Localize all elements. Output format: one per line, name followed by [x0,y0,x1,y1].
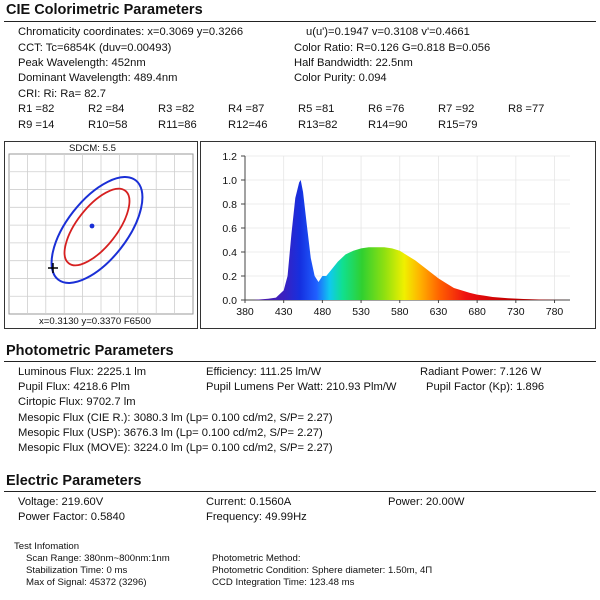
test-info-title: Test Infomation [14,541,80,552]
photometric-title-rule [4,361,596,362]
half-bandwidth: Half Bandwidth: 22.5nm [294,57,413,69]
inner-tolerance-ellipse [63,187,131,267]
r-value: R1 =82 [18,103,55,115]
spectrum-y-tick: 0.0 [222,295,237,307]
measured-point [89,223,95,229]
r-value: R6 =76 [368,103,405,115]
spectrum-x-tick: 530 [352,306,370,318]
spectrum-x-tick: 480 [314,306,332,318]
stabilization-time: Stabilization Time: 0 ms [26,565,128,576]
electric-section-title: Electric Parameters [6,473,142,489]
radiant-power: Radiant Power: 7.126 W [420,366,542,378]
cie-section-title: CIE Colorimetric Parameters [6,2,203,18]
chromaticity-footer: x=0.3130 y=0.3370 F6500 [39,316,152,327]
spectrum-x-tick: 580 [391,306,409,318]
r-value: R5 =81 [298,103,335,115]
spectrum-y-tick: 0.6 [222,223,237,235]
luminous-flux: Luminous Flux: 2225.1 lm [18,366,147,378]
photometric-method: Photometric Method: [212,553,301,564]
spectrum-x-tick: 780 [546,306,564,318]
mesopic-flux-move: Mesopic Flux (MOVE): 3224.0 lm (Lp= 0.10… [18,442,333,454]
dominant-wavelength: Dominant Wavelength: 489.4nm [18,72,178,84]
spectrum-y-tick: 1.0 [222,175,237,187]
r-value: R9 =14 [18,119,55,131]
pupil-lumens-per-watt: Pupil Lumens Per Watt: 210.93 Plm/W [206,381,397,393]
r-value: R13=82 [298,119,338,131]
spectrum-x-tick: 730 [507,306,525,318]
current: Current: 0.1560A [206,496,292,508]
spectrum-y-tick: 0.8 [222,199,237,211]
max-signal: Max of Signal: 45372 (3296) [26,577,147,588]
r-value: R3 =82 [158,103,195,115]
ccd-integration-time: CCD Integration Time: 123.48 ms [212,577,355,588]
cct-value: CCT: Tc=6854K (duv=0.00493) [18,42,172,54]
cie-title-rule [4,21,596,22]
cri-value: CRI: Ri: Ra= 82.7 [18,88,106,100]
pupil-flux: Pupil Flux: 4218.6 Plm [18,381,130,393]
color-purity: Color Purity: 0.094 [294,72,387,84]
power: Power: 20.00W [388,496,465,508]
chromaticity-coordinates: Chromaticity coordinates: x=0.3069 y=0.3… [18,26,244,38]
spectrum-chart: 0.0 0.2 0.4 0.6 0.8 1.0 1.2 380 430 480 530 580 630… [222,151,570,318]
r-value: R14=90 [368,119,408,131]
photometric-section-title: Photometric Parameters [6,343,174,359]
r-value: R11=86 [158,119,197,131]
r-value: R2 =84 [88,103,125,115]
efficiency: Efficiency: 111.25 lm/W [206,366,322,378]
frequency: Frequency: 49.99Hz [206,511,307,523]
mesopic-flux-cie: Mesopic Flux (CIE R.): 3080.3 lm (Lp= 0.… [18,412,333,424]
spectrum-x-tick: 630 [430,306,448,318]
scan-range: Scan Range: 380nm~800nm:1nm [26,553,170,564]
photometric-condition: Photometric Condition: Sphere diameter: … [212,565,433,576]
peak-wavelength: Peak Wavelength: 452nm [18,57,146,69]
r-value: R12=46 [228,119,268,131]
spectrum-curve [245,180,570,300]
color-ratio: Color Ratio: R=0.126 G=0.818 B=0.056 [294,42,491,54]
outer-tolerance-ellipse [50,176,144,284]
spectrum-panel: 0.0 0.2 0.4 0.6 0.8 1.0 1.2 380 430 480 530 580 630… [200,141,596,329]
r-value: R10=58 [88,119,128,131]
chromaticity-plot [8,153,194,315]
r-value: R8 =77 [508,103,545,115]
r-value: R15=79 [438,119,478,131]
reference-cross [48,263,58,273]
uv-coordinates: u(u')=0.1947 v=0.3108 v'=0.4661 [306,26,470,38]
spectrum-x-tick: 680 [468,306,486,318]
r-value: R4 =87 [228,103,265,115]
spectrum-y-tick: 0.4 [222,247,237,259]
spectrum-x-tick: 430 [275,306,293,318]
pupil-factor: Pupil Factor (Kp): 1.896 [426,381,545,393]
sdcm-label: SDCM: 5.5 [69,143,116,154]
spectrum-x-tick: 380 [236,306,254,318]
spectrum-y-tick: 0.2 [222,271,237,283]
chromaticity-panel: SDCM: 5.5 x=0.3130 y=0.3370 F6500 [4,141,198,329]
electric-title-rule [4,491,596,492]
power-factor: Power Factor: 0.5840 [18,511,125,523]
cirtopic-flux: Cirtopic Flux: 9702.7 lm [18,396,136,408]
spectrum-y-tick: 1.2 [222,151,237,163]
voltage: Voltage: 219.60V [18,496,104,508]
r-value: R7 =92 [438,103,475,115]
mesopic-flux-usp: Mesopic Flux (USP): 3676.3 lm (Lp= 0.100… [18,427,323,439]
